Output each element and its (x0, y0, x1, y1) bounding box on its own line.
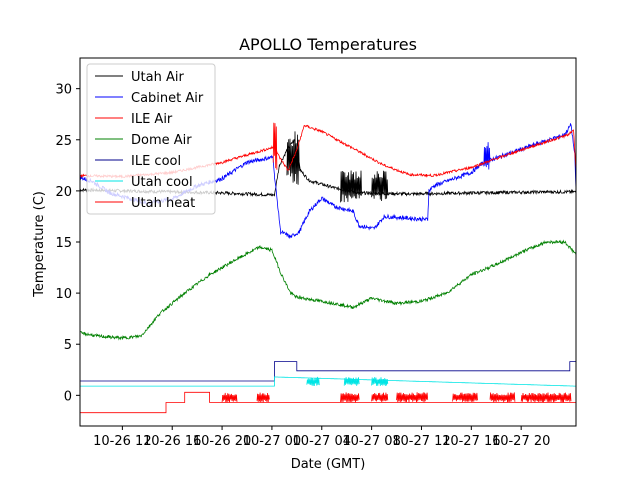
y-tick-label: 10 (55, 287, 72, 302)
y-tick-label: 0 (64, 389, 72, 404)
series-burst (483, 142, 491, 170)
x-tick-label: 10-26 12 (93, 434, 151, 449)
y-tick-label: 5 (64, 338, 72, 353)
series-burst (221, 392, 238, 403)
x-tick-label: 10-27 08 (342, 434, 400, 449)
y-tick-label: 20 (55, 185, 72, 200)
y-axis-label: Temperature (C) (32, 191, 47, 298)
series-burst (340, 392, 360, 403)
series-burst (452, 392, 478, 402)
series-burst (371, 377, 389, 387)
legend-label: Utah cool (131, 175, 193, 190)
series-burst (520, 392, 572, 403)
x-tick-label: 10-27 04 (293, 434, 351, 449)
x-tick-label: 10-27 20 (492, 434, 550, 449)
y-tick-label: 30 (55, 83, 72, 98)
x-tick-label: 10-26 20 (193, 434, 251, 449)
series-burst (306, 376, 320, 387)
series-burst (371, 170, 389, 202)
y-tick-label: 15 (55, 236, 72, 251)
legend-label: Cabinet Air (131, 91, 204, 106)
series-line (80, 391, 576, 414)
series-utah-heat (80, 391, 576, 414)
legend-label: Utah Air (131, 70, 184, 85)
series-burst (343, 377, 360, 386)
x-axis-label: Date (GMT) (291, 457, 366, 472)
series-burst (272, 122, 278, 170)
series-burst (286, 131, 300, 185)
legend-label: Dome Air (131, 133, 192, 148)
series-burst (340, 170, 362, 203)
x-tick-label: 10-26 16 (143, 434, 201, 449)
x-tick-label: 10-27 00 (243, 434, 301, 449)
x-tick-label: 10-27 12 (392, 434, 450, 449)
series-burst (256, 392, 270, 403)
series-burst (371, 392, 389, 402)
legend: Utah Air Cabinet Air ILE Air Dome Air ILE co… (86, 63, 216, 215)
series-burst (489, 392, 516, 403)
series-utah-cool (80, 376, 576, 387)
y-tick-label: 25 (55, 134, 72, 149)
series-dome-air (80, 239, 576, 341)
series-line (80, 361, 576, 382)
chart-title: APOLLO Temperatures (239, 35, 417, 54)
series-line (80, 239, 576, 341)
x-tick-label: 10-27 16 (442, 434, 500, 449)
legend-label: Utah heat (131, 196, 195, 211)
legend-label: ILE cool (131, 154, 181, 169)
series-burst (396, 392, 429, 403)
legend-label: ILE Air (131, 112, 173, 127)
series-ile-cool (80, 361, 576, 382)
legend-box (86, 63, 216, 215)
series-line (80, 376, 576, 387)
